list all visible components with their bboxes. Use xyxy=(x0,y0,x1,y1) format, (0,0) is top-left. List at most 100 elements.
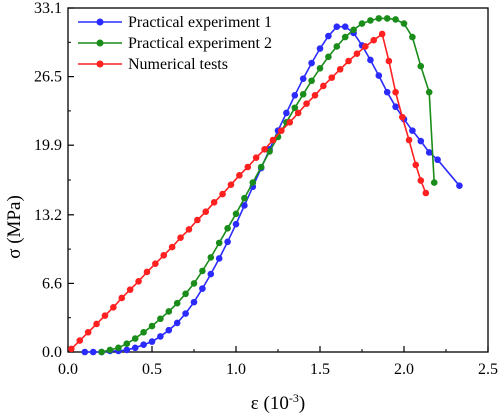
data-point xyxy=(325,32,332,40)
data-point xyxy=(308,59,315,67)
data-point xyxy=(299,90,307,98)
data-point xyxy=(190,280,198,287)
data-point xyxy=(185,226,193,233)
data-point xyxy=(367,17,374,24)
data-point xyxy=(291,104,299,112)
data-point xyxy=(106,346,114,354)
data-point xyxy=(115,344,122,352)
legend-marker xyxy=(96,18,104,26)
x-axis-title: ε (10-3) xyxy=(251,391,305,414)
data-point xyxy=(294,109,302,117)
data-point xyxy=(190,298,198,306)
data-point xyxy=(232,210,240,218)
data-point xyxy=(173,319,181,327)
x-tick-label: 0.5 xyxy=(142,361,162,378)
data-point xyxy=(392,88,399,96)
data-point xyxy=(224,238,231,246)
x-tick-label: 0.0 xyxy=(58,361,78,378)
data-point xyxy=(336,66,344,73)
data-point xyxy=(341,33,349,41)
data-point xyxy=(299,75,307,82)
data-point xyxy=(135,278,142,285)
data-point xyxy=(68,345,75,353)
y-tick-label: 6.6 xyxy=(42,275,62,292)
y-axis-title: σ (MPa) xyxy=(4,195,25,259)
data-point xyxy=(353,50,361,58)
data-point xyxy=(261,146,268,153)
data-point xyxy=(417,137,425,145)
data-point xyxy=(215,239,223,247)
data-point xyxy=(76,337,84,344)
data-point xyxy=(101,312,109,319)
legend-marker xyxy=(96,39,104,47)
data-point xyxy=(412,161,420,169)
data-point xyxy=(308,77,315,85)
data-point xyxy=(405,136,413,144)
data-point xyxy=(98,348,105,356)
data-point xyxy=(118,294,126,302)
data-point xyxy=(266,148,273,155)
data-point xyxy=(241,194,248,202)
data-point xyxy=(409,127,416,134)
data-point xyxy=(367,56,374,64)
x-tick-label: 2.0 xyxy=(394,361,414,378)
data-point xyxy=(385,57,393,65)
data-point xyxy=(224,225,231,232)
series-2 xyxy=(98,15,438,356)
data-point xyxy=(182,310,189,317)
legend-marker xyxy=(96,60,104,68)
data-point xyxy=(241,202,248,209)
data-point xyxy=(182,290,189,298)
data-point xyxy=(140,341,147,349)
data-point xyxy=(333,43,341,50)
data-point xyxy=(249,179,257,186)
series-3 xyxy=(68,30,430,353)
data-point xyxy=(157,315,164,323)
data-point xyxy=(456,182,463,190)
data-point xyxy=(143,268,151,276)
data-point xyxy=(110,304,117,311)
x-axis-title-exponent: -3 xyxy=(289,391,299,405)
x-axis-ticks: 0.0 0.5 1.0 1.5 2.0 2.5 xyxy=(58,346,498,378)
data-point xyxy=(392,16,399,23)
data-point xyxy=(345,57,352,65)
data-point xyxy=(165,326,173,334)
data-point xyxy=(400,20,408,27)
y-tick-label: 33.1 xyxy=(34,0,62,17)
data-point xyxy=(333,23,341,31)
data-point xyxy=(160,252,168,259)
x-tick-label: 2.5 xyxy=(478,361,498,378)
data-point xyxy=(227,181,235,188)
data-point xyxy=(283,109,290,117)
series-layer xyxy=(68,15,463,356)
data-point xyxy=(177,234,184,241)
data-point xyxy=(84,328,92,336)
series-1 xyxy=(81,23,463,356)
legend-label: Practical experiment 2 xyxy=(128,35,272,52)
data-point xyxy=(252,154,260,161)
data-point xyxy=(370,36,378,44)
data-point xyxy=(362,43,369,50)
data-point xyxy=(157,333,164,340)
data-point xyxy=(383,15,391,22)
data-point xyxy=(165,308,173,315)
data-point xyxy=(328,74,336,81)
data-point xyxy=(93,320,100,328)
y-tick-label: 26.5 xyxy=(34,69,62,86)
x-tick-label: 1.5 xyxy=(310,361,330,378)
data-point xyxy=(278,127,285,134)
data-point xyxy=(244,163,252,171)
data-point xyxy=(194,216,201,224)
data-point xyxy=(207,270,215,278)
data-point xyxy=(341,23,349,31)
data-point xyxy=(316,64,324,72)
data-point xyxy=(425,149,433,156)
legend: Practical experiment 1 Practical experime… xyxy=(78,14,272,73)
data-point xyxy=(131,335,139,342)
data-point xyxy=(131,344,139,352)
data-point xyxy=(89,348,97,356)
data-point xyxy=(269,136,277,144)
data-point xyxy=(286,119,294,126)
data-point xyxy=(173,299,181,307)
data-point xyxy=(417,177,425,184)
